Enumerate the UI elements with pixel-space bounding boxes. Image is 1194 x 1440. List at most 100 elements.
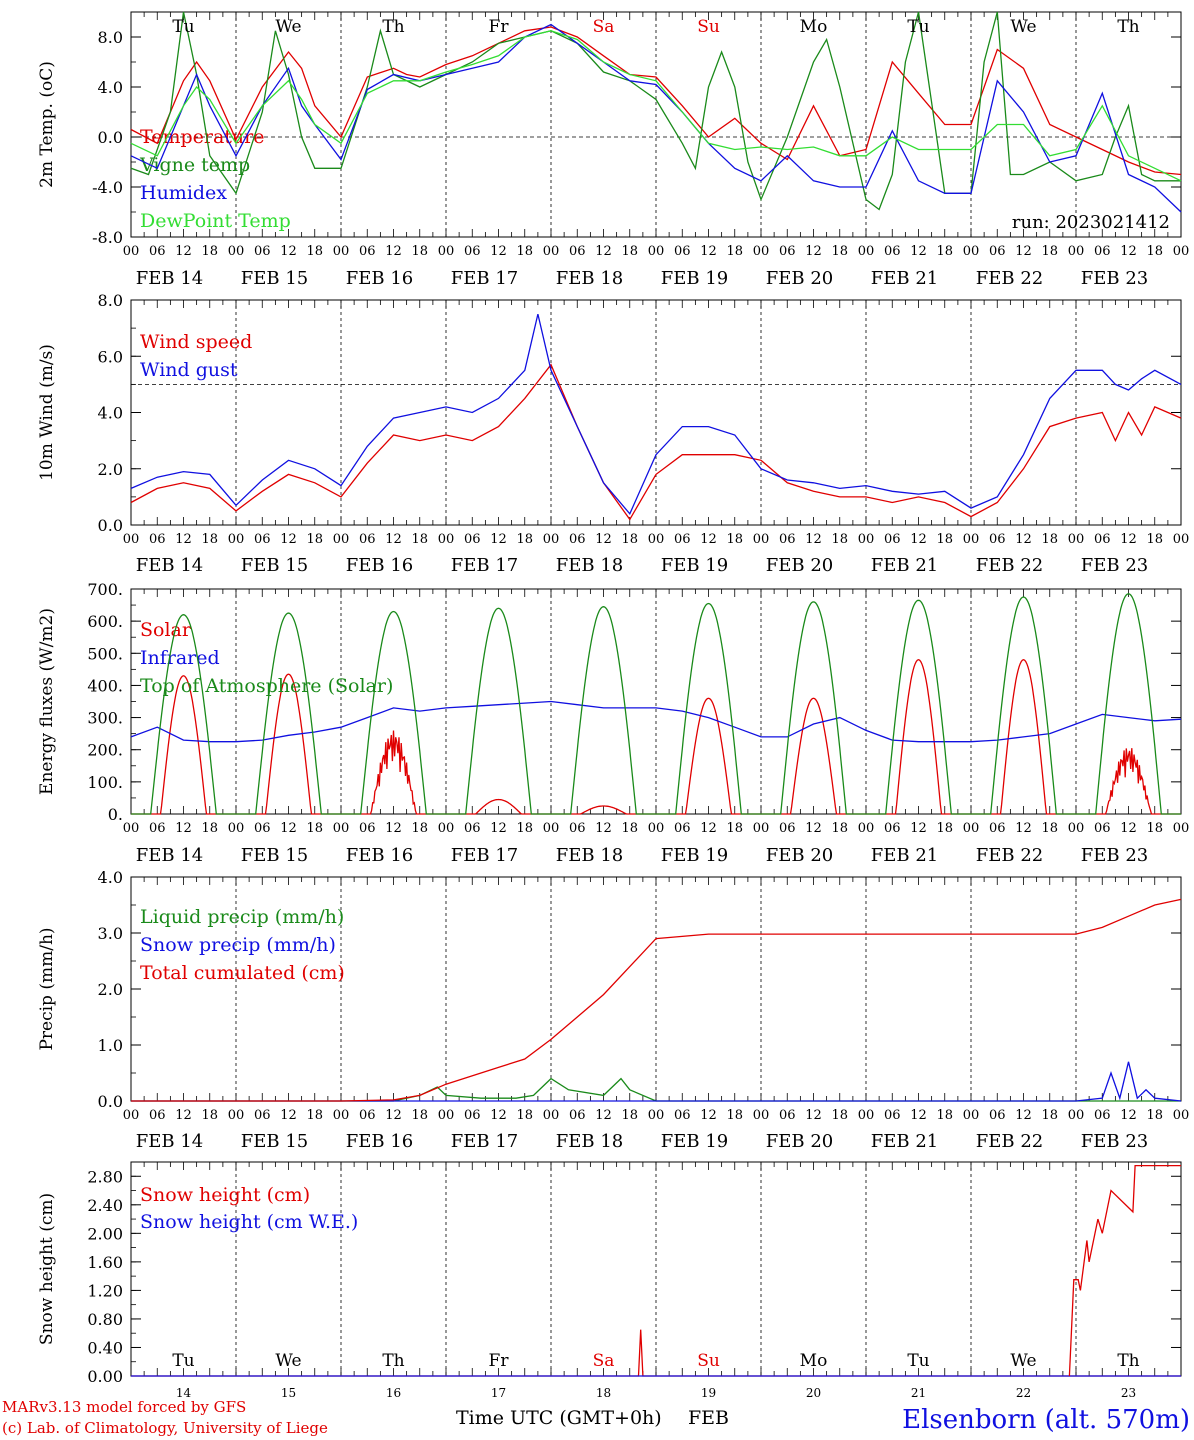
hour-tick-label: 18 (516, 1108, 533, 1123)
hour-tick-label: 00 (123, 532, 140, 547)
hour-tick-label: 06 (884, 244, 901, 259)
hour-tick-label: 12 (805, 821, 822, 836)
day-label: FEB 22 (976, 845, 1043, 866)
y-tick-label: 1.60 (87, 1253, 123, 1272)
day-label: FEB 21 (871, 845, 938, 866)
weekday-label: Tu (172, 1351, 194, 1371)
legend-entry: Solar (140, 619, 192, 641)
y-tick-label: 200. (87, 741, 123, 760)
hour-tick-label: 12 (910, 244, 927, 259)
hour-tick-label: 18 (621, 1108, 638, 1123)
y-tick-label: 4.0 (98, 78, 123, 97)
hour-tick-label: 18 (306, 1108, 323, 1123)
hour-tick-label: 00 (753, 1108, 770, 1123)
hour-tick-label: 12 (175, 1108, 192, 1123)
hour-tick-label: 12 (490, 821, 507, 836)
energy-panel: 700. 600. 500. 400. 300. 200. 100. 0. Energy flu… (37, 580, 1189, 866)
y-tick-label: 100. (87, 773, 123, 792)
day-number-label: 14 (176, 1386, 192, 1400)
weekday-label: Tu (907, 1351, 929, 1371)
hour-tick-label: 00 (858, 532, 875, 547)
hour-tick-label: 12 (805, 532, 822, 547)
day-label: FEB 23 (1081, 845, 1148, 866)
hour-tick-label: 12 (385, 1108, 402, 1123)
hour-tick-label: 18 (516, 532, 533, 547)
y-tick-label: 700. (87, 580, 123, 599)
y-tick-label: 0. (108, 805, 123, 824)
weekday-label: Fr (489, 17, 510, 37)
legend-entry: Snow height (cm W.E.) (140, 1211, 358, 1233)
hour-tick-label: 12 (1120, 244, 1137, 259)
legend-entry: Temperature (140, 126, 264, 148)
hour-tick-label: 06 (464, 821, 481, 836)
hour-tick-label: 12 (1015, 532, 1032, 547)
y-tick-label: 8.0 (98, 28, 123, 47)
legend-entry: Infrared (140, 647, 220, 669)
day-number-label: 16 (386, 1386, 401, 1400)
hour-tick-label: 06 (1094, 244, 1111, 259)
hour-tick-label: 12 (700, 532, 717, 547)
day-label: FEB 23 (1081, 555, 1148, 576)
day-label: FEB 16 (346, 555, 413, 576)
plot-frame (130, 299, 1182, 526)
hour-tick-label: 06 (569, 244, 586, 259)
hour-tick-label: 12 (1120, 532, 1137, 547)
hour-tick-label: 06 (569, 821, 586, 836)
hour-tick-label: 00 (543, 532, 560, 547)
hour-tick-label: 00 (1173, 244, 1190, 259)
hour-tick-label: 12 (280, 821, 297, 836)
hour-tick-label: 06 (1094, 821, 1111, 836)
hour-tick-label: 06 (674, 532, 691, 547)
day-label: FEB 18 (556, 845, 623, 866)
hour-tick-label: 06 (884, 532, 901, 547)
day-label: FEB 19 (661, 555, 728, 576)
footer: MARv3.13 model forced by GFS (c) Lab. of … (2, 1398, 1190, 1437)
day-label: FEB 14 (136, 845, 203, 866)
hour-tick-label: 18 (726, 821, 743, 836)
hour-tick-label: 00 (858, 821, 875, 836)
hour-tick-label: 06 (884, 821, 901, 836)
hour-tick-label: 18 (936, 532, 953, 547)
y-tick-label: 2.0 (98, 980, 123, 999)
legend-entry: Snow precip (mm/h) (140, 934, 336, 956)
day-label: FEB 17 (451, 1131, 518, 1152)
hour-tick-label: 18 (411, 244, 428, 259)
legend-entry: Snow height (cm) (140, 1184, 310, 1206)
hour-tick-label: 06 (779, 244, 796, 259)
hour-tick-label: 18 (201, 1108, 218, 1123)
day-label: FEB 21 (871, 268, 938, 289)
hour-tick-label: 06 (149, 821, 166, 836)
legend-entry: Wind gust (140, 359, 238, 381)
series-line-total-cumulated-cm- (131, 898, 1182, 1102)
hour-tick-label: 00 (753, 532, 770, 547)
hour-tick-label: 18 (201, 821, 218, 836)
snow-panel: 2.80 2.40 2.00 1.60 1.20 0.80 0.40 0.00 Snow hei… (37, 1161, 1182, 1400)
day-label: FEB 21 (871, 1131, 938, 1152)
hour-tick-label: 00 (333, 244, 350, 259)
hour-tick-label: 12 (595, 532, 612, 547)
hour-tick-label: 00 (123, 1108, 140, 1123)
hour-tick-label: 06 (989, 821, 1006, 836)
y-tick-label: 0.80 (87, 1310, 123, 1329)
legend-entry: Top of Atmosphere (Solar) (140, 675, 393, 697)
credit-line-2: (c) Lab. of Climatology, University of L… (2, 1419, 328, 1437)
hour-tick-label: 18 (516, 821, 533, 836)
series-line-dewpoint-temp (130, 30, 1182, 182)
hour-tick-label: 00 (438, 821, 455, 836)
y-tick-label: 2.40 (87, 1196, 123, 1215)
hour-tick-label: 06 (989, 532, 1006, 547)
hour-tick-label: 06 (359, 244, 376, 259)
day-label: FEB 15 (241, 555, 308, 576)
y-tick-label: 2.80 (87, 1167, 123, 1186)
hour-tick-label: 18 (831, 532, 848, 547)
day-label: FEB 17 (451, 845, 518, 866)
day-label: FEB 22 (976, 1131, 1043, 1152)
hour-tick-label: 06 (254, 821, 271, 836)
hour-tick-label: 12 (385, 821, 402, 836)
hour-tick-label: 06 (149, 244, 166, 259)
hour-tick-label: 00 (228, 821, 245, 836)
hour-tick-label: 00 (543, 244, 560, 259)
hour-tick-label: 12 (280, 244, 297, 259)
day-label: FEB 16 (346, 268, 413, 289)
